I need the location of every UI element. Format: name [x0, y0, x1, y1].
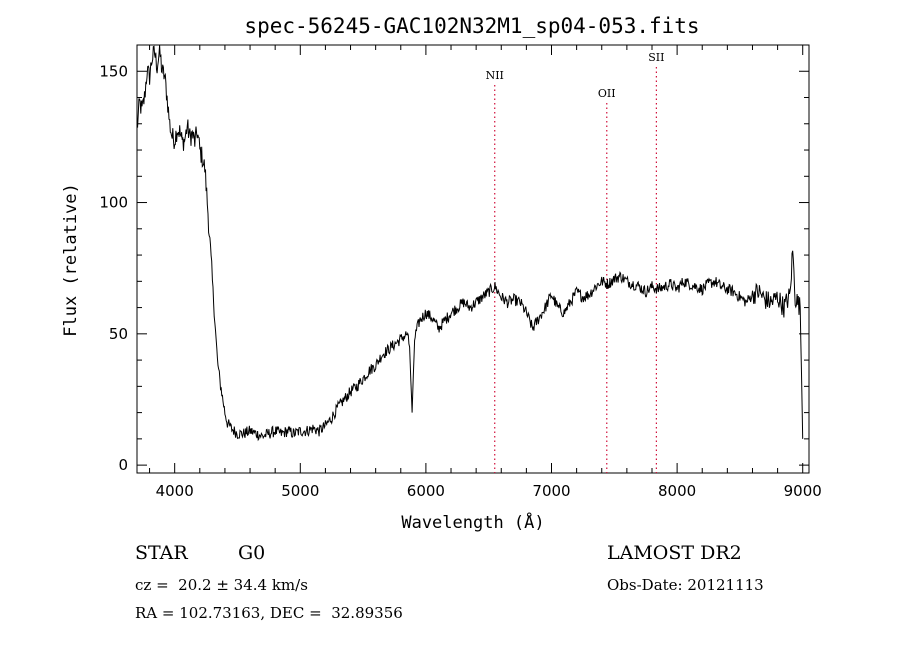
x-tick-label: 9000 [784, 482, 822, 500]
chart-title: spec-56245-GAC102N32M1_sp04-053.fits [244, 14, 699, 38]
emission-line-markers: NII OII SII [486, 51, 665, 473]
y-tick-label: 50 [109, 325, 128, 343]
x-tick-label: 8000 [658, 482, 696, 500]
axis-ticks: 4000 5000 6000 7000 8000 9000 0 50 100 150 [99, 45, 822, 500]
y-tick-label: 0 [118, 456, 128, 474]
spectrum-line [136, 44, 804, 442]
y-axis-label: Flux (relative) [61, 183, 81, 337]
obs-date-text: Obs-Date: 20121113 [607, 576, 764, 594]
y-tick-label: 100 [99, 194, 128, 212]
emission-line-label: NII [486, 69, 504, 82]
redshift-text: cz = 20.2 ± 34.4 km/s [135, 576, 308, 594]
x-tick-label: 4000 [156, 482, 194, 500]
plot-frame [136, 44, 810, 474]
x-tick-label: 5000 [281, 482, 319, 500]
emission-line-label: SII [648, 51, 664, 64]
x-tick-label: 6000 [407, 482, 445, 500]
y-tick-label: 150 [99, 62, 128, 80]
coordinates-text: RA = 102.73163, DEC = 32.89356 [135, 604, 403, 622]
object-subclass: G0 [238, 542, 266, 564]
x-tick-label: 7000 [532, 482, 570, 500]
object-class: STAR [135, 542, 188, 564]
emission-line-label: OII [598, 87, 616, 100]
x-axis-label: Wavelength (Å) [401, 511, 544, 533]
survey-name: LAMOST DR2 [607, 542, 742, 564]
